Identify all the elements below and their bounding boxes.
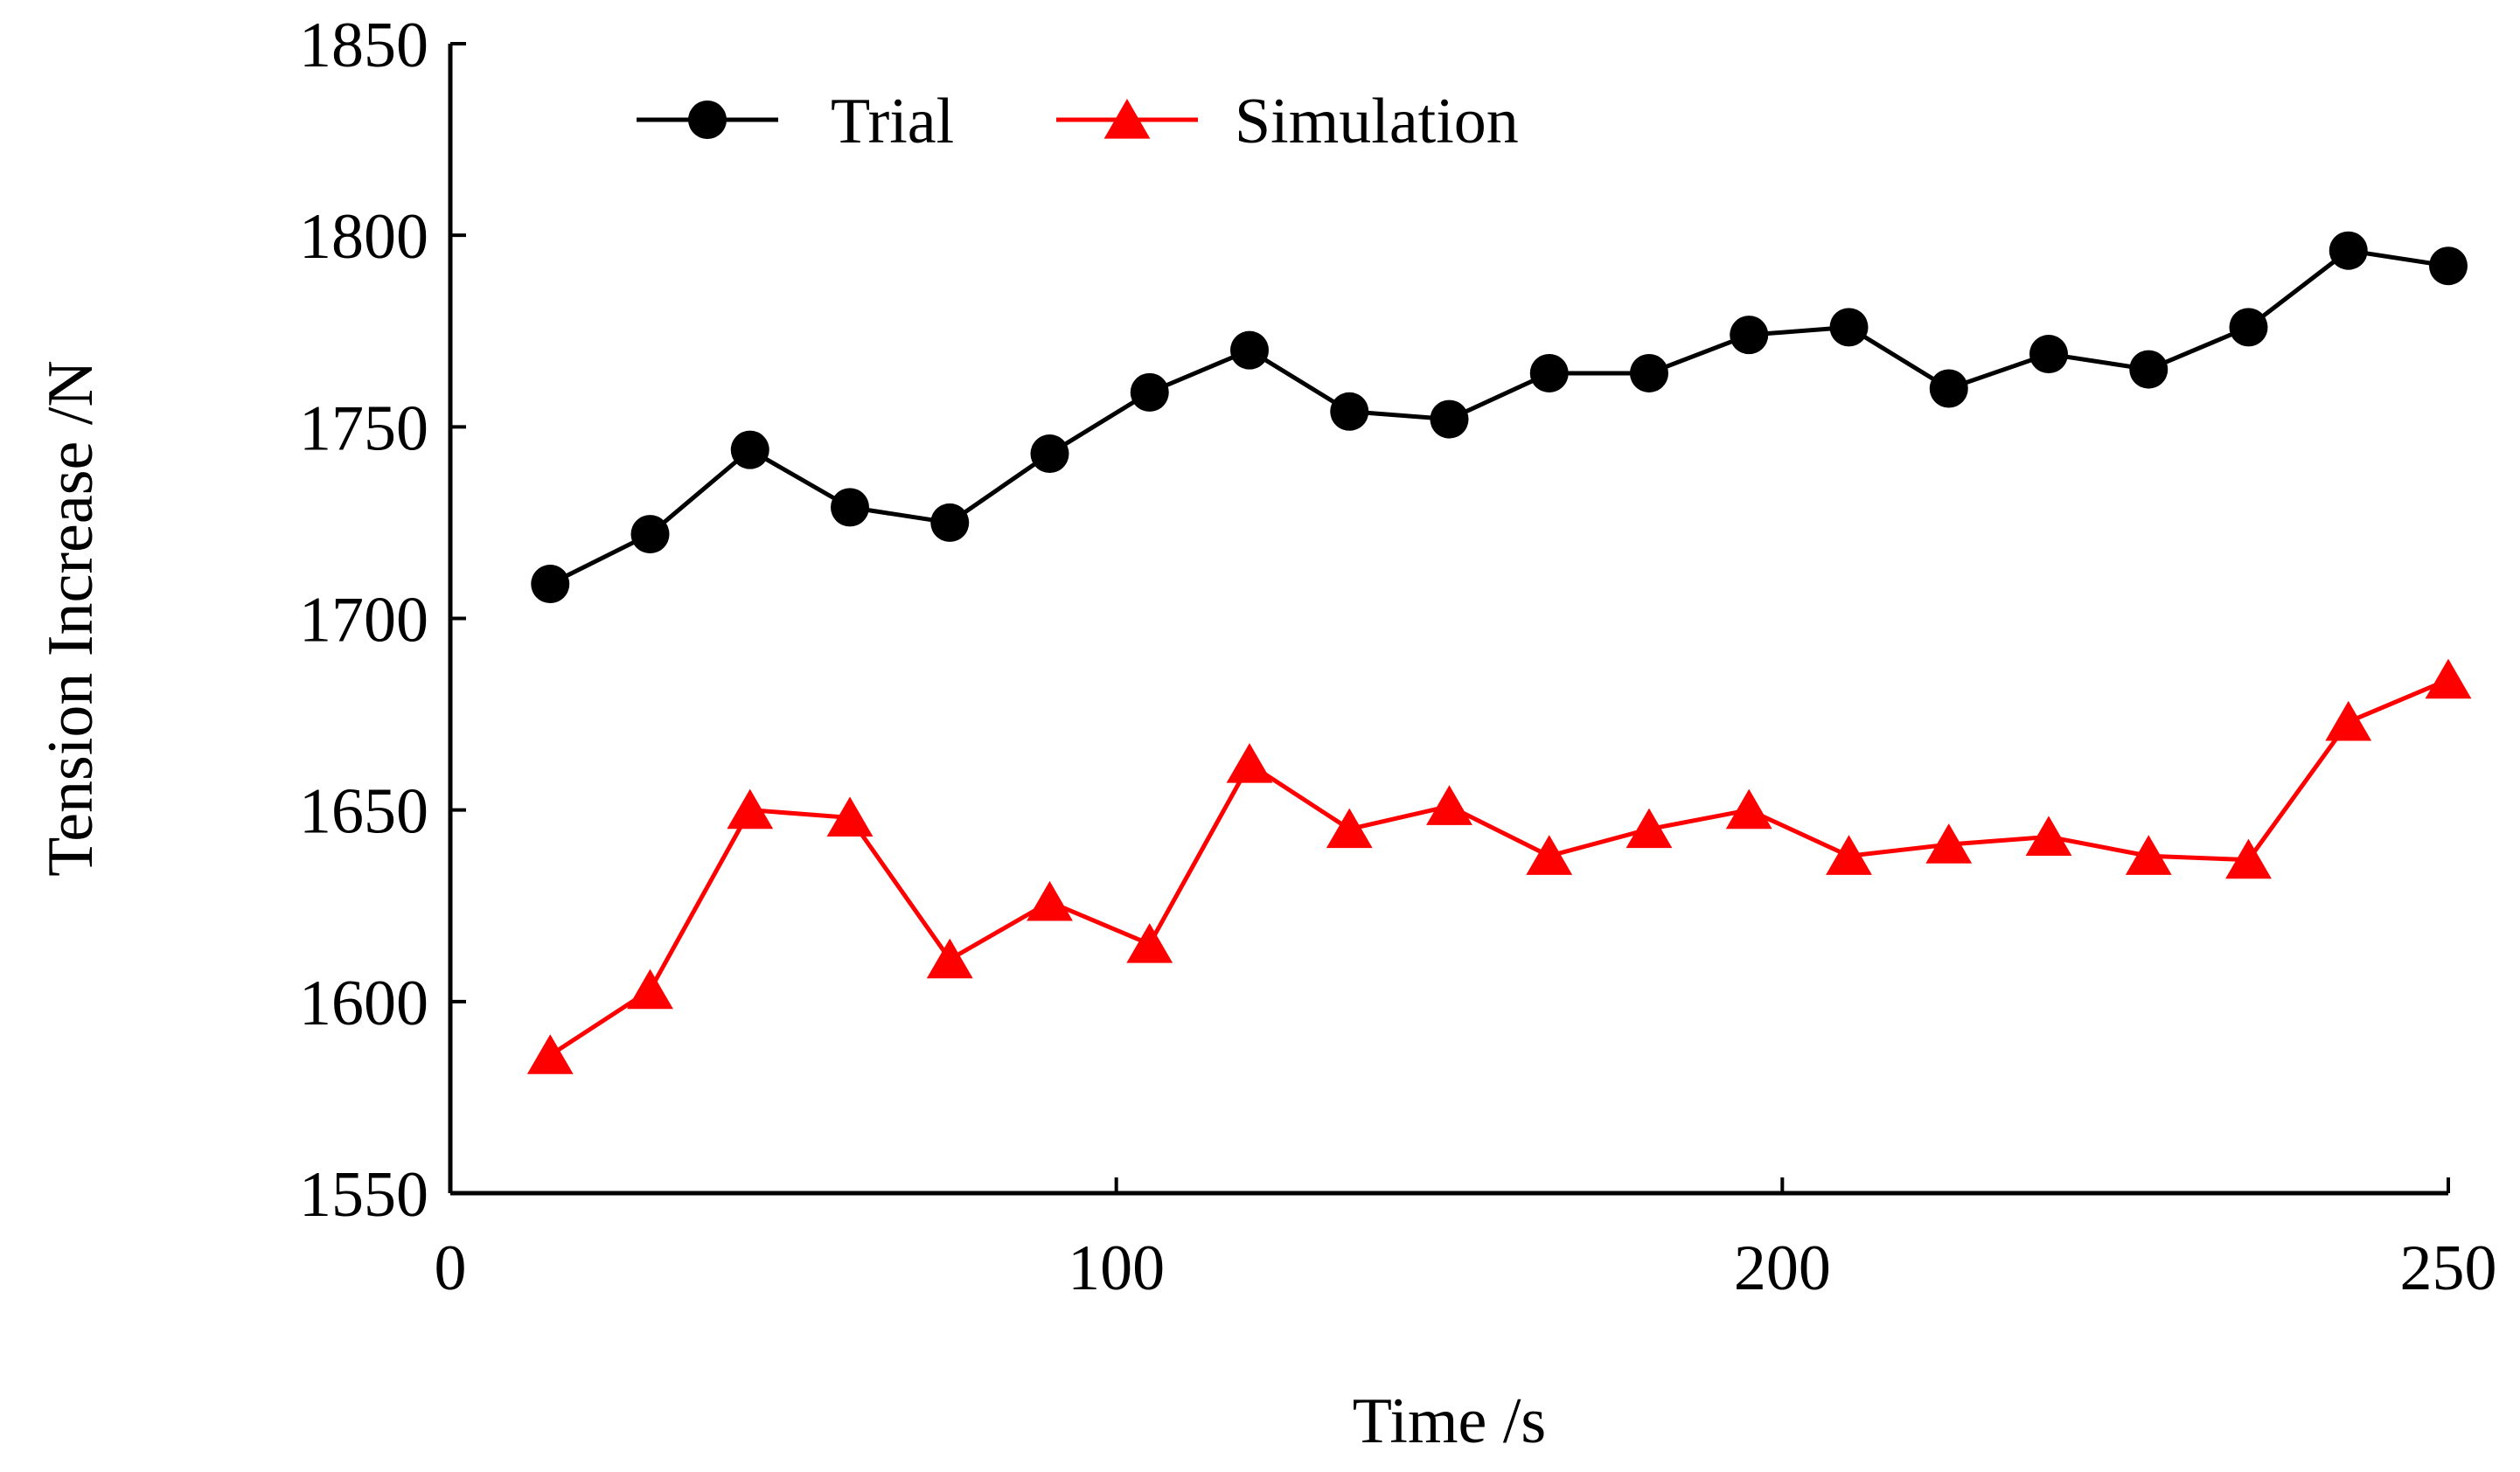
data-point-simulation — [926, 938, 973, 979]
data-point-trial — [730, 430, 769, 469]
data-point-trial — [930, 503, 970, 542]
data-point-trial — [1230, 330, 1269, 370]
data-point-trial — [2329, 231, 2368, 270]
axes: 1550 1600 1650 1700 1750 1800 1850 0 100 200 250 Ti… — [35, 10, 2497, 1457]
data-point-trial — [1529, 353, 1569, 392]
data-point-simulation — [1326, 808, 1373, 849]
y-tick-label: 1700 — [299, 585, 428, 656]
y-tick-label: 1750 — [299, 392, 428, 464]
data-point-simulation — [2425, 658, 2472, 699]
data-point-trial — [1330, 392, 1369, 431]
data-point-trial — [2129, 350, 2168, 389]
y-axis-title: Tension Increase /N — [35, 360, 107, 877]
series-line-simulation — [548, 677, 2449, 1058]
x-tick-label: 250 — [2400, 1232, 2497, 1304]
legend: Trial Simulation — [637, 86, 1519, 157]
data-point-trial — [1929, 369, 1968, 408]
y-tick-label: 1550 — [299, 1159, 428, 1231]
data-point-trial — [630, 515, 670, 554]
y-tick-label: 1800 — [299, 201, 428, 273]
data-point-trial — [1030, 434, 1069, 474]
series-layer — [526, 231, 2472, 1074]
series-simulation — [526, 658, 2472, 1074]
y-tick-label: 1850 — [299, 10, 428, 81]
data-point-simulation — [2025, 816, 2072, 856]
y-tick-label: 1650 — [299, 776, 428, 848]
data-point-simulation — [1526, 835, 1573, 875]
y-tick-label: 1600 — [299, 968, 428, 1039]
legend-item-simulation: Simulation — [1056, 86, 1519, 157]
data-point-simulation — [1027, 880, 1073, 921]
data-point-simulation — [1925, 823, 1973, 864]
legend-item-trial: Trial — [637, 86, 954, 157]
data-point-trial — [1829, 308, 1869, 347]
data-point-simulation — [2225, 838, 2272, 879]
x-axis-title: Time /s — [1353, 1385, 1546, 1457]
data-point-trial — [1630, 353, 1668, 392]
data-point-simulation — [727, 788, 774, 830]
series-trial — [531, 231, 2468, 604]
data-point-simulation — [627, 969, 673, 1010]
data-point-simulation — [1826, 835, 1872, 875]
x-tick-label: 0 — [435, 1232, 467, 1304]
data-point-simulation — [826, 796, 874, 837]
series-line-trial — [549, 248, 2449, 587]
data-point-trial — [831, 488, 869, 527]
data-point-simulation — [1226, 743, 1273, 783]
data-point-trial — [2029, 335, 2068, 374]
data-point-trial — [531, 565, 570, 604]
data-point-simulation — [526, 1034, 574, 1074]
x-tick-label: 100 — [1068, 1232, 1165, 1304]
data-point-trial — [2229, 308, 2268, 347]
data-point-trial — [2429, 246, 2468, 286]
data-point-simulation — [1426, 785, 1472, 825]
data-point-simulation — [1625, 808, 1673, 849]
data-point-simulation — [2125, 835, 2172, 875]
data-point-trial — [1730, 316, 1769, 355]
data-point-trial — [1430, 399, 1469, 439]
legend-label: Trial — [831, 86, 954, 157]
data-point-trial — [1130, 372, 1169, 412]
legend-marker — [1103, 99, 1151, 139]
x-tick-label: 200 — [1734, 1232, 1831, 1304]
data-point-simulation — [1725, 788, 1772, 830]
data-point-simulation — [1126, 923, 1173, 963]
legend-marker — [688, 101, 727, 139]
legend-label: Simulation — [1235, 86, 1519, 157]
data-point-simulation — [2325, 700, 2372, 741]
